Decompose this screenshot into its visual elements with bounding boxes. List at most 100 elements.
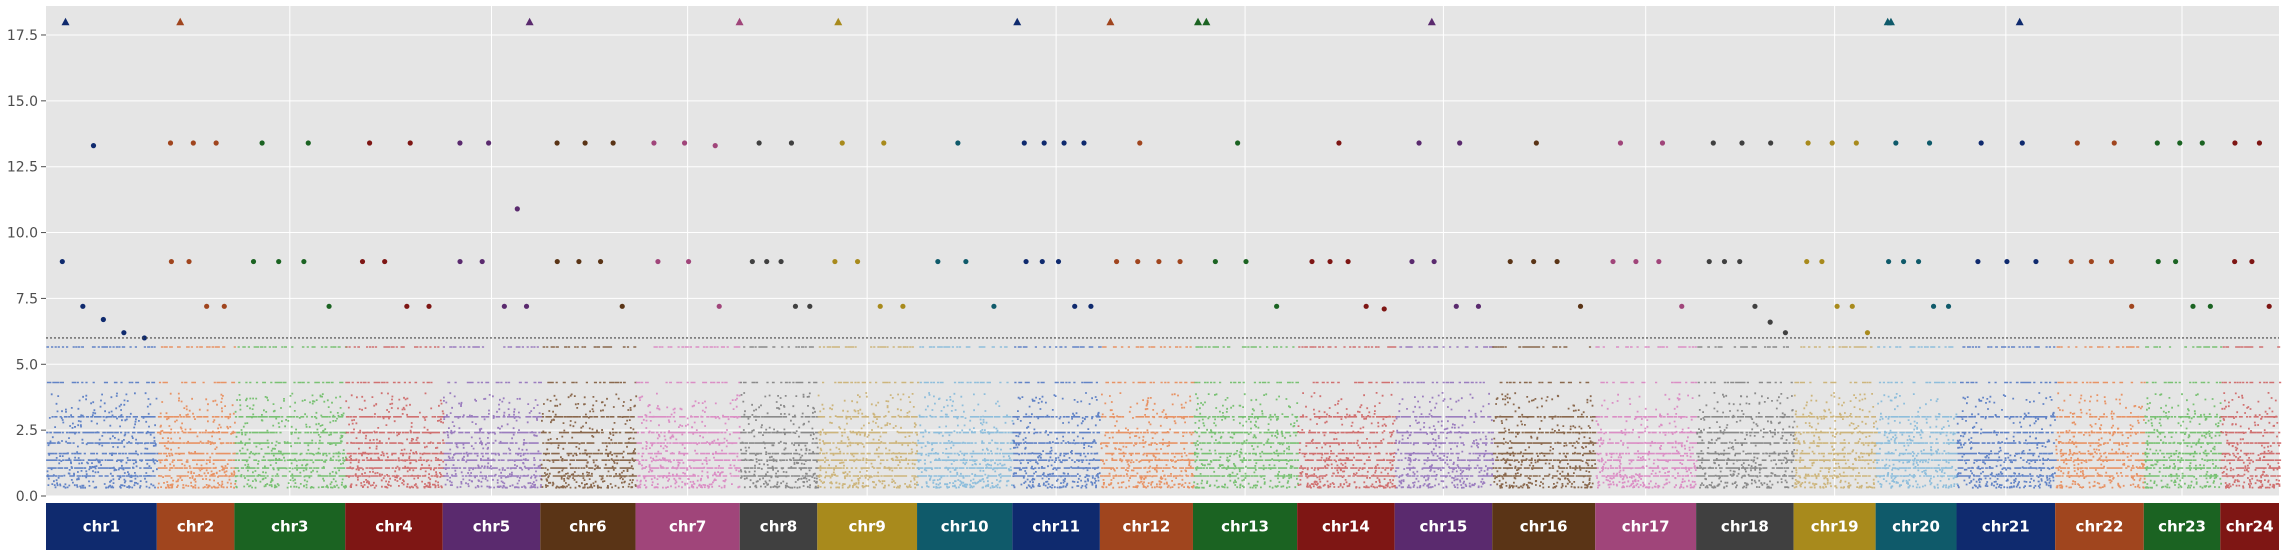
sig-point [1659,140,1666,146]
sig-point [1656,258,1662,265]
sig-point [1853,140,1859,146]
sig-point [655,258,661,265]
sig-point [832,258,838,265]
chromosome-bar-segment [1595,503,1697,550]
y-axis: 0.0 2.5 5.0 7.5 10.0 12.5 15.0 17.5 [7,28,46,505]
sig-point [778,258,784,265]
chromosome-label-text: chr9 [848,518,885,536]
chromosome-label-chr3: chr3 [234,503,346,550]
sig-point [2190,303,2196,309]
capped-point-marker [834,17,843,26]
point-cloud-chr15 [1394,346,1495,489]
sig-point [2004,258,2010,265]
sig-point [2173,258,2179,265]
chromosome-label-text: chr16 [1520,518,1568,536]
sig-point [2266,303,2272,309]
significant-points [59,17,2272,341]
sig-point [407,140,413,146]
sig-point [80,303,86,309]
chromosome-label-chr12: chr12 [1099,503,1193,550]
point-cloud-chr18 [1696,346,1796,489]
sig-point [749,258,755,265]
sig-point [2111,140,2117,146]
sig-point [681,140,688,146]
sig-point [1475,303,1482,309]
chromosome-label-chr15: chr15 [1394,503,1493,550]
sig-point [276,258,282,265]
sig-point [991,303,997,309]
sig-point [1633,258,1639,265]
sig-point [250,258,257,265]
y-tick-label: 7.5 [16,291,38,307]
y-tick-label: 0.0 [16,489,38,505]
y-tick-label: 17.5 [7,28,38,44]
sig-point [1081,140,1087,146]
sig-point [1212,258,1218,265]
y-tick-label: 10.0 [7,226,38,242]
point-cloud-chr24 [2220,346,2282,489]
sig-point [839,140,845,146]
chromosome-label-chr16: chr16 [1492,503,1596,550]
chromosome-label-text: chr12 [1123,518,1171,536]
y-tick-label: 12.5 [7,160,38,176]
sig-point [900,303,906,309]
sig-point [619,303,625,309]
sig-point [366,140,373,146]
sig-point [935,258,941,265]
point-cloud-chr6 [540,346,638,489]
sig-point [792,303,799,309]
chromosome-label-chr18: chr18 [1696,503,1794,550]
sig-point [1900,258,1907,265]
chromosome-label-chr6: chr6 [540,503,636,550]
point-cloud-chr13 [1193,346,1300,489]
chromosome-label-chr9: chr9 [817,503,918,550]
chromosome-label-chr14: chr14 [1297,503,1395,550]
sig-point [1309,258,1315,265]
sig-point [2256,140,2263,146]
sig-point [301,258,307,265]
chromosome-label-text: chr20 [1892,518,1940,536]
sig-point [186,258,192,265]
chromosome-bar-segment [739,503,818,550]
sig-point [1752,303,1758,309]
chromosome-points-chr22 [2055,346,2146,489]
sig-point [1886,258,1892,265]
sig-point [712,143,718,149]
chromosome-bar-segment [635,503,740,550]
point-cloud-chr8 [739,346,820,489]
sig-point [877,303,883,309]
point-cloud-chr21 [1956,346,2057,489]
chromosome-label-chr1: chr1 [46,503,157,550]
chromosome-label-chr4: chr4 [345,503,443,550]
sig-point [2068,258,2074,265]
sig-point [685,258,692,265]
capped-point-marker [1202,17,1211,26]
chromosome-label-text: chr6 [569,518,606,536]
chromosome-points-chr11 [1012,346,1102,489]
chromosome-bar-segment [1192,503,1298,550]
sig-point [2207,303,2213,309]
chromosome-bar-segment [1012,503,1100,550]
chromosome-points-chr6 [540,346,638,489]
sig-point [1243,258,1249,265]
chromosome-label-chr20: chr20 [1875,503,1957,550]
sig-point [1915,258,1922,265]
chromosome-label-chr23: chr23 [2143,503,2221,550]
y-tick-label: 2.5 [16,423,38,439]
sig-point [1363,303,1369,309]
chromosome-label-text: chr14 [1322,518,1370,536]
chromosome-label-text: chr1 [83,518,120,536]
point-cloud-chr22 [2055,346,2146,489]
chromosome-label-chr8: chr8 [739,503,818,550]
chromosome-bar-segment [234,503,346,550]
sig-point [1617,140,1624,146]
chromosome-label-chr2: chr2 [156,503,235,550]
y-tick-label: 5.0 [16,357,38,373]
chromosome-label-chr5: chr5 [442,503,541,550]
sig-point [1768,140,1774,146]
chromosome-label-text: chr15 [1420,518,1468,536]
capped-point-marker [735,17,744,26]
chromosome-label-text: chr17 [1622,518,1670,536]
chromosome-points-chr16 [1492,346,1597,489]
sig-point [1156,258,1162,265]
